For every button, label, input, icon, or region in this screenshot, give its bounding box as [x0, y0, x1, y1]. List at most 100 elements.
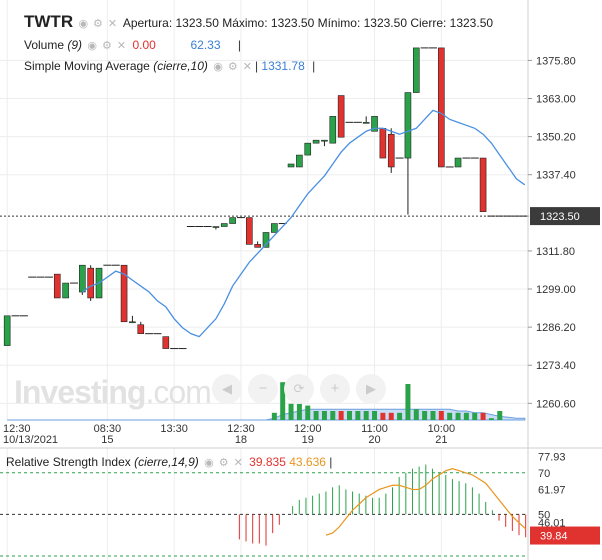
- volume-avg-value: 62.33: [190, 38, 221, 52]
- time-tick-label: 12:30: [227, 423, 255, 435]
- sma-param: (cierre,10): [153, 59, 208, 73]
- watermark-suffix: .com: [145, 374, 211, 410]
- sma-line-path: [81, 109, 526, 338]
- settings-icon[interactable]: ⚙: [227, 61, 239, 73]
- rsi-series: [238, 464, 527, 546]
- candle-body: [454, 157, 462, 168]
- close-icon[interactable]: ✕: [107, 18, 119, 30]
- time-tick-label: 11:00: [361, 423, 388, 435]
- scroll-left-icon[interactable]: ◀: [212, 374, 242, 404]
- volume-bar: [280, 382, 286, 420]
- close-icon[interactable]: ✕: [233, 457, 244, 469]
- candle-body: [271, 223, 278, 233]
- candle-body: [254, 244, 261, 248]
- price-grid: [0, 0, 528, 420]
- close-icon[interactable]: ✕: [116, 40, 128, 52]
- zoom-out-icon[interactable]: −: [248, 374, 278, 404]
- time-tick-label: 13:30: [160, 423, 188, 435]
- volume-bar: [380, 412, 386, 420]
- price-tick-label: 1363.00: [536, 94, 576, 106]
- price-tick-label: 1260.60: [536, 398, 576, 410]
- candle-body: [3, 315, 11, 346]
- volume-bar: [422, 411, 428, 420]
- candle-body: [287, 163, 295, 168]
- candle-body: [262, 232, 270, 248]
- volume-label: Volume: [24, 38, 65, 52]
- visibility-icon[interactable]: ◉: [87, 40, 98, 52]
- visibility-icon[interactable]: ◉: [213, 61, 224, 73]
- time-tick-label: 12:30: [3, 423, 31, 435]
- volume-bar: [288, 403, 294, 420]
- volume-bar: [405, 384, 411, 420]
- price-tick-label: 1337.40: [536, 170, 576, 182]
- visibility-icon[interactable]: ◉: [78, 18, 90, 30]
- candle-body: [329, 116, 337, 144]
- current-price-tag: [530, 207, 600, 226]
- scroll-right-icon[interactable]: ▶: [356, 374, 386, 404]
- volume-bar: [397, 412, 403, 420]
- sma-header: Simple Moving Average (cierre,10) ◉ ⚙ ✕ | 1…: [24, 59, 316, 73]
- candle-body: [438, 47, 445, 168]
- price-tick-label: 1311.80: [536, 246, 575, 258]
- candle-body: [371, 116, 378, 132]
- rsi-tick-label: 61.97: [538, 485, 566, 497]
- volume-bar: [438, 411, 444, 420]
- candle-body: [246, 217, 253, 245]
- settings-icon[interactable]: ⚙: [93, 18, 104, 30]
- current-price-label: 1323.50: [540, 211, 580, 223]
- volume-bar: [372, 411, 378, 420]
- rsi-current-tag: [530, 526, 600, 545]
- date-tick-label: 15: [101, 434, 113, 446]
- investing-watermark: Investing.com: [14, 374, 212, 411]
- ticker-symbol: TWTR: [24, 12, 74, 31]
- sma-value: 1331.78: [261, 59, 305, 73]
- candle-body: [229, 217, 236, 224]
- time-tick-label: 12:00: [294, 423, 322, 435]
- candle-body: [53, 273, 61, 299]
- date-tick-label: 10/13/2021: [3, 434, 58, 446]
- visibility-icon[interactable]: ◉: [204, 457, 215, 469]
- price-tick-label: 1299.00: [536, 284, 576, 296]
- candle-body: [120, 264, 128, 323]
- volume-bar: [472, 412, 478, 420]
- volume-bar: [271, 412, 277, 420]
- volume-bar: [346, 411, 352, 420]
- candle-body: [87, 267, 94, 299]
- volume-bars: [7, 382, 526, 421]
- zoom-in-icon[interactable]: +: [320, 374, 350, 404]
- rsi-tick-label: 70: [538, 468, 550, 480]
- volume-bar: [463, 412, 469, 420]
- date-tick-label: 20: [368, 434, 380, 446]
- rsi-signal-value: 43.636: [289, 455, 326, 469]
- candle-body: [412, 47, 420, 93]
- time-tick-label: 08:30: [94, 423, 122, 435]
- price-tick-label: 1286.20: [536, 322, 576, 334]
- volume-bar: [313, 411, 319, 420]
- watermark-brand: Investing: [14, 374, 146, 410]
- price-tick-label: 1273.40: [536, 360, 576, 372]
- rsi-value: 39.835: [249, 455, 286, 469]
- settings-icon[interactable]: ⚙: [102, 40, 113, 52]
- volume-value: 0.00: [132, 38, 156, 52]
- sma-line: [81, 109, 526, 338]
- volume-param: (9): [67, 38, 83, 52]
- candle-body: [379, 127, 387, 159]
- rsi-grid: [0, 448, 528, 560]
- rsi-current-label: 39.84: [540, 531, 568, 543]
- volume-bar: [388, 412, 394, 420]
- volume-bar: [455, 412, 461, 420]
- volume-header: Volume (9) ◉ ⚙ ✕ 0.00 62.33 |: [24, 38, 241, 52]
- reset-icon[interactable]: ⟳: [284, 374, 314, 404]
- candle-body: [321, 139, 328, 142]
- candle-body: [62, 282, 69, 299]
- candle-body: [129, 321, 136, 324]
- price-tick-label: 1375.80: [536, 55, 576, 67]
- close-icon[interactable]: ✕: [242, 61, 253, 73]
- volume-bar: [296, 393, 302, 420]
- volume-bar: [363, 411, 369, 420]
- rsi-signal-line: [325, 468, 527, 536]
- settings-icon[interactable]: ⚙: [218, 457, 230, 469]
- ohlc-values: Apertura: 1323.50 Máximo: 1323.50 Mínimo…: [122, 16, 494, 30]
- volume-bar: [488, 418, 494, 420]
